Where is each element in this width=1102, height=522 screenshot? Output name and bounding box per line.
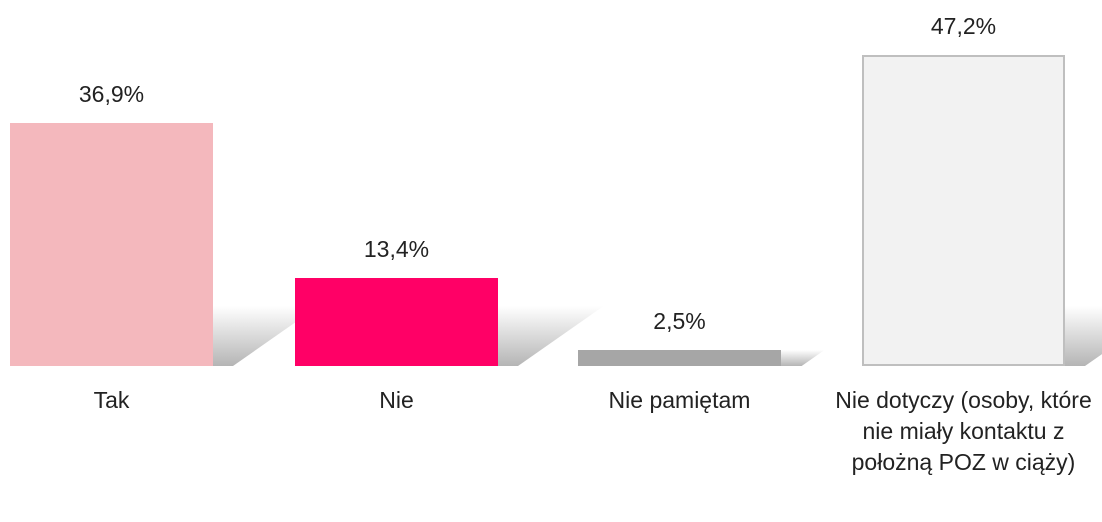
category-label: Nie pamiętam xyxy=(608,387,751,413)
category-label: Nie xyxy=(379,387,414,413)
value-label: 47,2% xyxy=(930,13,997,39)
bar xyxy=(10,122,213,366)
value-label: 36,9% xyxy=(78,80,145,107)
bar xyxy=(862,55,1065,366)
category-label: Nie dotyczy (osoby, które nie miały kont… xyxy=(835,387,1092,475)
category-label: Tak xyxy=(93,387,130,413)
value-label: 2,5% xyxy=(653,307,706,334)
value-label: 13,4% xyxy=(363,235,430,262)
bar xyxy=(295,277,498,366)
bar xyxy=(578,349,781,366)
